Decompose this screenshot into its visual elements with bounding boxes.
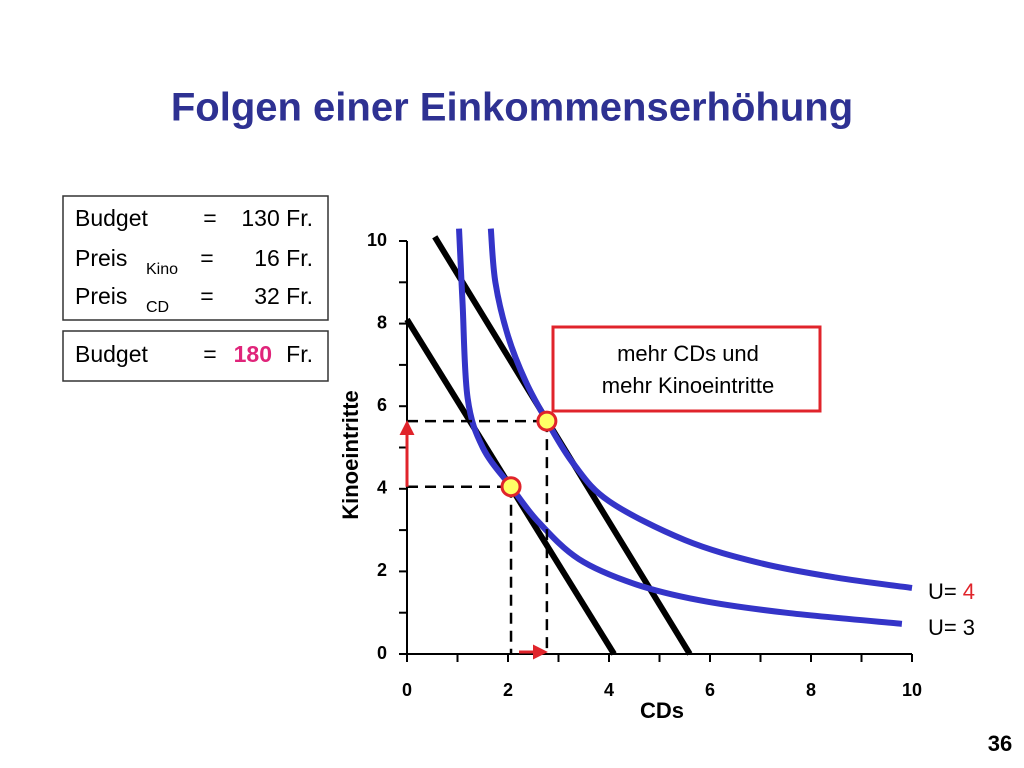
value: 180: [234, 341, 272, 367]
label: Budget: [75, 341, 149, 367]
label: Budget: [75, 205, 149, 231]
curve-label: U= 4: [928, 579, 975, 604]
curve-label: U= 3: [928, 615, 975, 640]
x-tick-label: 0: [402, 680, 412, 700]
label: Preis: [75, 283, 127, 309]
x-tick-label: 4: [604, 680, 614, 700]
equals: =: [203, 205, 216, 231]
new-budget-box: Budget = 180 Fr.: [62, 330, 329, 382]
x-axis-title: CDs: [640, 698, 684, 723]
y-tick-label: 2: [377, 560, 387, 580]
optimum-point: [500, 476, 522, 498]
label: Preis: [75, 245, 127, 271]
annotation-line: mehr CDs und: [617, 341, 759, 366]
page-number: 36: [988, 731, 1012, 756]
equals: =: [200, 245, 213, 271]
y-tick-label: 6: [377, 395, 387, 415]
y-axis-title: Kinoeintritte: [338, 390, 363, 520]
annotation-frame: [551, 325, 822, 413]
indifference-curve: [487, 228, 913, 591]
x-tick-label: 6: [705, 680, 715, 700]
y-tick-label: 4: [377, 478, 387, 498]
unit: Fr.: [286, 341, 313, 367]
box-frame: [62, 330, 329, 382]
x-tick-label: 10: [902, 680, 922, 700]
curve-label-text: U=: [928, 579, 957, 604]
x-tick-label: 8: [806, 680, 816, 700]
value: 16 Fr.: [254, 245, 313, 271]
info-box: Budget = 130 Fr. Preis Kino = 16 Fr. Pre…: [62, 195, 329, 321]
curve-label-level: 3: [963, 615, 975, 640]
annotation-line: mehr Kinoeintritte: [602, 373, 774, 398]
subscript: Kino: [146, 261, 178, 278]
optimum-point: [536, 410, 558, 432]
curve-label-text: U=: [928, 615, 957, 640]
y-tick-label: 0: [377, 643, 387, 663]
annotation: mehr CDs und mehr Kinoeintritte: [551, 325, 822, 413]
curve-label-level: 4: [963, 579, 975, 604]
value: 32 Fr.: [254, 283, 313, 309]
box-frame: [62, 195, 329, 321]
y-tick-label: 8: [377, 312, 387, 332]
indifference-curve: [456, 228, 903, 627]
value: 130 Fr.: [241, 205, 313, 231]
equals: =: [200, 283, 213, 309]
x-tick-label: 2: [503, 680, 513, 700]
subscript: CD: [146, 299, 169, 316]
equals: =: [203, 341, 216, 367]
y-tick-label: 10: [367, 230, 387, 250]
slide-title: Folgen einer Einkommenserhöhung: [171, 86, 853, 130]
